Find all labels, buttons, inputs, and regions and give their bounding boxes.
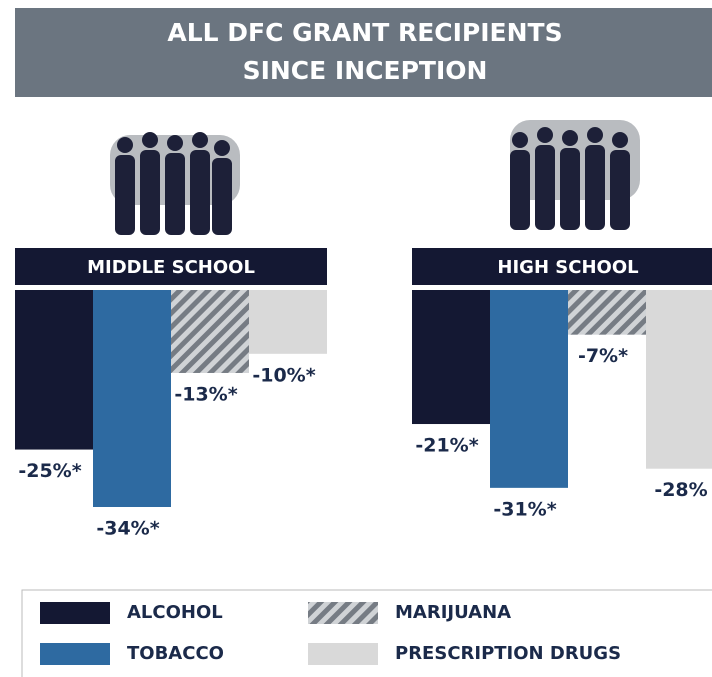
legend-swatch xyxy=(308,643,378,665)
value-label: -34%* xyxy=(96,518,159,540)
value-label: -10%* xyxy=(252,364,315,386)
bar xyxy=(490,290,568,488)
value-label: -7%* xyxy=(578,345,628,367)
legend-swatch xyxy=(40,602,110,624)
value-label: -28% xyxy=(654,479,707,501)
legend-label: MARIJUANA xyxy=(395,602,511,623)
bar xyxy=(412,290,490,424)
panel-title: HIGH SCHOOL xyxy=(497,257,638,278)
value-label: -13%* xyxy=(174,383,237,405)
bar xyxy=(15,290,93,450)
legend-swatch xyxy=(40,643,110,665)
legend-label: ALCOHOL xyxy=(127,602,223,623)
bar xyxy=(171,290,249,373)
title-box: ALL DFC GRANT RECIPIENTS SINCE INCEPTION xyxy=(150,14,580,94)
silhouettes xyxy=(110,120,640,235)
chart: ALL DFC GRANT RECIPIENTS SINCE INCEPTION… xyxy=(0,0,712,677)
chart-title: ALL DFC GRANT RECIPIENTS SINCE INCEPTION xyxy=(150,14,580,90)
bar xyxy=(568,290,646,335)
value-label: -25%* xyxy=(18,460,81,482)
legend-label: TOBACCO xyxy=(127,643,224,664)
bar xyxy=(93,290,171,507)
bar xyxy=(646,290,712,469)
value-label: -31%* xyxy=(493,498,556,520)
legend-label: PRESCRIPTION DRUGS xyxy=(395,643,621,664)
legend-swatch xyxy=(308,602,378,624)
bar xyxy=(249,290,327,354)
panel-title: MIDDLE SCHOOL xyxy=(87,257,255,278)
value-label: -21%* xyxy=(415,435,478,457)
